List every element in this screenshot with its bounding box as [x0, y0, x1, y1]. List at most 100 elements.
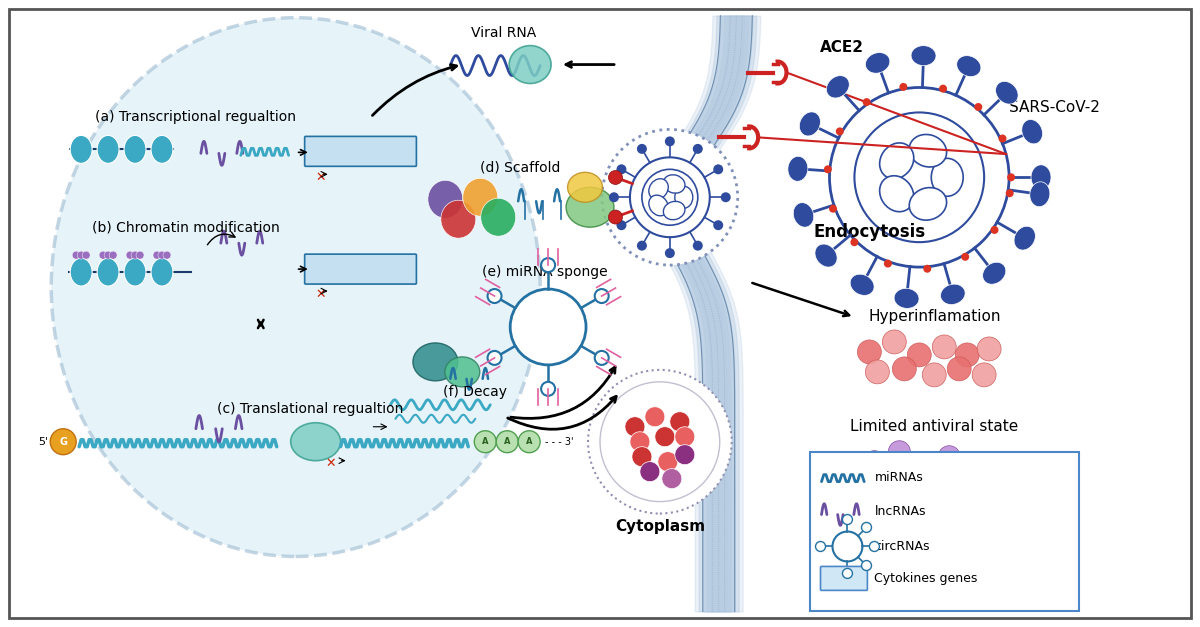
Ellipse shape: [151, 135, 173, 163]
Text: (e) miRNA sponge: (e) miRNA sponge: [482, 265, 608, 279]
Ellipse shape: [463, 178, 498, 216]
Ellipse shape: [566, 187, 614, 227]
Ellipse shape: [290, 423, 341, 461]
Circle shape: [977, 337, 1001, 361]
Text: Endocytosis: Endocytosis: [814, 223, 925, 241]
Text: circRNAs: circRNAs: [875, 540, 930, 553]
Ellipse shape: [70, 135, 92, 163]
Circle shape: [932, 335, 956, 359]
Circle shape: [640, 461, 660, 482]
Circle shape: [829, 204, 838, 213]
Circle shape: [953, 468, 976, 490]
Text: lncRNAs: lncRNAs: [875, 505, 926, 518]
Circle shape: [152, 251, 161, 259]
Ellipse shape: [827, 76, 850, 98]
Circle shape: [77, 251, 85, 259]
Circle shape: [72, 251, 80, 259]
Circle shape: [82, 251, 90, 259]
Circle shape: [131, 251, 139, 259]
Circle shape: [497, 431, 518, 453]
Circle shape: [824, 166, 832, 173]
Ellipse shape: [97, 258, 119, 286]
Circle shape: [961, 253, 970, 261]
FancyBboxPatch shape: [305, 254, 416, 284]
Ellipse shape: [568, 172, 602, 203]
Text: G: G: [59, 437, 67, 446]
Circle shape: [1006, 189, 1014, 198]
Ellipse shape: [664, 201, 685, 219]
Circle shape: [109, 251, 118, 259]
Circle shape: [692, 144, 703, 154]
Circle shape: [816, 542, 826, 552]
Circle shape: [617, 164, 626, 174]
Circle shape: [864, 451, 886, 473]
Text: (f) Decay: (f) Decay: [443, 385, 508, 399]
Text: ACE2: ACE2: [820, 40, 864, 55]
Ellipse shape: [151, 258, 173, 286]
Circle shape: [833, 532, 863, 561]
Text: miRNAs: miRNAs: [875, 471, 923, 484]
Circle shape: [870, 542, 880, 552]
Circle shape: [938, 446, 960, 468]
Circle shape: [882, 330, 906, 354]
Circle shape: [862, 561, 871, 571]
Text: Viral RNA: Viral RNA: [470, 26, 536, 40]
Circle shape: [655, 427, 674, 446]
Text: - - - 3': - - - 3': [545, 437, 574, 446]
Circle shape: [644, 407, 665, 427]
Ellipse shape: [428, 181, 463, 218]
Circle shape: [541, 382, 556, 396]
Ellipse shape: [124, 135, 146, 163]
Text: A: A: [482, 437, 488, 446]
Ellipse shape: [481, 198, 516, 236]
Circle shape: [713, 220, 724, 230]
Circle shape: [893, 357, 917, 381]
Circle shape: [637, 241, 647, 251]
Ellipse shape: [894, 288, 919, 308]
Circle shape: [899, 83, 907, 91]
Ellipse shape: [880, 143, 913, 179]
Circle shape: [721, 192, 731, 203]
Circle shape: [163, 251, 170, 259]
Circle shape: [126, 251, 134, 259]
Circle shape: [632, 446, 652, 466]
Text: A: A: [526, 437, 533, 446]
Circle shape: [588, 370, 732, 514]
Circle shape: [692, 241, 703, 251]
Circle shape: [608, 192, 619, 203]
Text: Cytoplasm: Cytoplasm: [614, 519, 704, 534]
Circle shape: [862, 522, 871, 532]
Circle shape: [637, 144, 647, 154]
Ellipse shape: [649, 179, 668, 199]
Circle shape: [158, 251, 166, 259]
Circle shape: [972, 363, 996, 387]
Text: (d) Scaffold: (d) Scaffold: [480, 161, 560, 174]
Circle shape: [674, 445, 695, 465]
Circle shape: [998, 135, 1007, 142]
Circle shape: [854, 112, 984, 242]
Circle shape: [617, 220, 626, 230]
Circle shape: [836, 127, 844, 135]
Ellipse shape: [413, 343, 458, 381]
Ellipse shape: [1021, 120, 1043, 144]
Ellipse shape: [70, 258, 92, 286]
Text: (c) Translational regualtion: (c) Translational regualtion: [217, 402, 404, 416]
Ellipse shape: [445, 357, 480, 387]
Ellipse shape: [124, 258, 146, 286]
Ellipse shape: [1014, 226, 1036, 250]
Circle shape: [104, 251, 112, 259]
Circle shape: [888, 441, 911, 463]
Circle shape: [863, 98, 871, 106]
Circle shape: [955, 343, 979, 367]
Circle shape: [923, 363, 947, 387]
Circle shape: [674, 427, 695, 446]
Ellipse shape: [850, 274, 874, 295]
Circle shape: [900, 464, 923, 486]
FancyBboxPatch shape: [305, 137, 416, 166]
Ellipse shape: [996, 82, 1018, 104]
Circle shape: [658, 451, 678, 472]
Ellipse shape: [1030, 182, 1050, 207]
Text: ✕: ✕: [316, 171, 326, 184]
Circle shape: [947, 357, 971, 381]
Circle shape: [630, 432, 650, 451]
